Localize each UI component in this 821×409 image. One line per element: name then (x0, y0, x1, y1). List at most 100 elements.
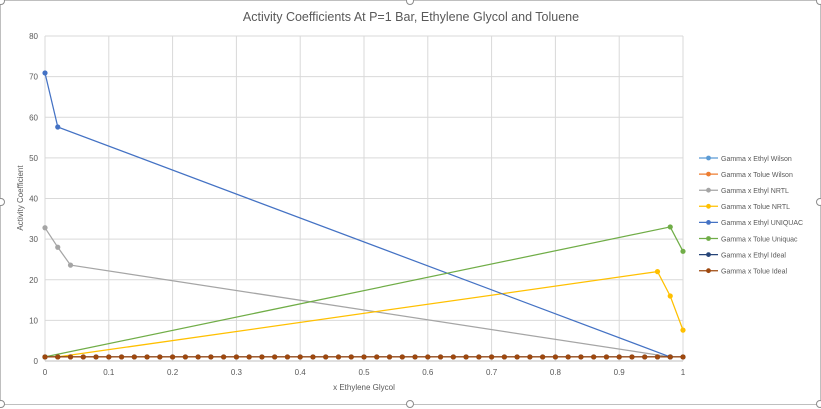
legend-label: Gamma x Ethyl Wilson (721, 156, 792, 163)
data-point (131, 354, 137, 360)
data-point (399, 354, 405, 360)
data-point (642, 354, 648, 360)
grid (44, 35, 684, 362)
data-point (616, 354, 622, 360)
data-point (310, 354, 316, 360)
legend-label: Gamma x Tolue Ideal (721, 269, 787, 276)
data-point (144, 354, 150, 360)
legend-marker (706, 155, 711, 161)
data-point (157, 354, 163, 360)
data-point (540, 354, 546, 360)
data-point (195, 354, 201, 360)
data-point (67, 262, 74, 268)
legend-marker (706, 236, 711, 241)
x-tick-label: 0.2 (167, 368, 179, 377)
x-tick-label: 0.3 (231, 368, 243, 377)
x-tick-label: 0.9 (614, 368, 626, 377)
y-tick-label: 40 (29, 195, 38, 204)
data-point (259, 354, 265, 360)
legend-marker (706, 252, 711, 257)
y-axis-label: Activity Coefficient (16, 165, 25, 231)
legend[interactable]: Gamma x Ethyl Wilson Gamma x Tolue Wilson… (699, 155, 803, 276)
data-point (170, 354, 176, 360)
data-point (667, 224, 673, 230)
data-point (55, 124, 61, 130)
legend-label: Gamma x Ethyl UNIQUAC (721, 220, 803, 227)
resize-handle-bottom-right[interactable] (816, 400, 821, 408)
legend-label: Gamma x Tolue NRTL (721, 204, 790, 211)
data-point (233, 354, 239, 360)
data-point (425, 354, 431, 360)
series-line-2 (44, 227, 671, 358)
data-point (552, 354, 559, 360)
legend-label: Gamma x Tolue Wilson (721, 172, 793, 179)
data-point (654, 354, 661, 360)
data-point (284, 354, 291, 360)
data-point (55, 244, 61, 250)
data-point (667, 354, 673, 360)
x-axis-label: x Ethylene Glycol (333, 383, 395, 392)
y-tick-label: 50 (29, 154, 38, 163)
x-tick-label: 1 (681, 368, 686, 377)
data-point (93, 354, 99, 360)
data-point (246, 354, 252, 360)
data-point (208, 354, 214, 360)
x-tick-label: 0.4 (295, 368, 307, 377)
data-point (106, 354, 112, 360)
resize-handle-top[interactable] (406, 0, 414, 5)
x-tick-label: 0 (43, 368, 48, 377)
data-point (118, 354, 125, 360)
y-tick-label: 20 (29, 276, 38, 285)
data-point (42, 70, 48, 76)
data-point (501, 354, 507, 360)
data-point (489, 354, 495, 360)
resize-handle-left[interactable] (0, 198, 5, 206)
legend-marker (706, 187, 711, 193)
resize-handle-bottom-left[interactable] (0, 400, 5, 408)
data-point (221, 354, 227, 360)
data-point (335, 354, 342, 360)
resize-handle-top-right[interactable] (816, 0, 821, 5)
legend-marker (706, 268, 711, 274)
y-tick-label: 10 (29, 316, 38, 325)
resize-handle-bottom[interactable] (406, 400, 414, 408)
data-point (55, 354, 61, 360)
x-tick-label: 0.6 (422, 368, 434, 377)
data-point (80, 354, 86, 360)
y-tick-label: 60 (29, 113, 38, 122)
data-point (437, 354, 444, 360)
data-point (42, 225, 48, 231)
data-point (42, 354, 48, 360)
data-point (297, 354, 303, 360)
data-point (348, 354, 354, 360)
x-tick-label: 0.1 (103, 368, 115, 377)
data-point (67, 354, 74, 360)
legend-marker (706, 203, 711, 209)
axes: 0 0.1 0.2 0.3 0.4 0.5 0.6 0.7 0.8 0.9 101020304050… (29, 32, 686, 377)
data-point (450, 354, 456, 360)
data-point (514, 354, 520, 360)
data-point (323, 354, 329, 360)
data-point (182, 354, 188, 360)
data-point (565, 354, 571, 360)
data-point (629, 354, 635, 360)
data-point (603, 354, 610, 360)
legend-marker (706, 171, 711, 177)
legend-label: Gamma x Ethyl NRTL (721, 188, 789, 195)
x-tick-label: 0.5 (358, 368, 370, 377)
series-layer (42, 70, 686, 360)
resize-handle-top-left[interactable] (0, 0, 5, 5)
data-point (680, 248, 686, 254)
data-point (272, 354, 278, 360)
resize-handle-right[interactable] (816, 198, 821, 206)
chart-title: Activity Coefficients At P=1 Bar, Ethyle… (243, 10, 579, 24)
legend-marker (706, 220, 711, 225)
data-point (476, 354, 482, 360)
y-tick-label: 0 (34, 357, 39, 366)
data-point (667, 293, 673, 299)
y-tick-label: 30 (29, 235, 38, 244)
data-point (374, 354, 380, 360)
legend-label: Gamma x Ethyl Ideal (721, 252, 786, 259)
